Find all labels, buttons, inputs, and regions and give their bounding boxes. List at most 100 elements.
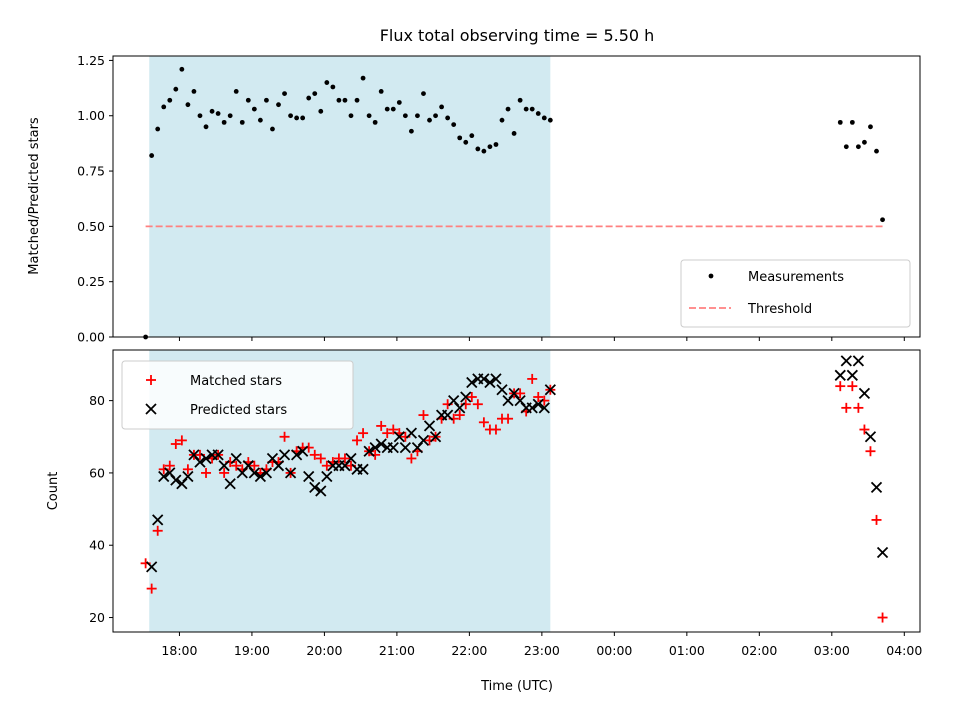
predicted-star-point [846, 369, 858, 381]
predicted-star-point [876, 546, 889, 559]
measurement-point [245, 97, 251, 103]
predicted-star-point [224, 478, 236, 490]
matched-star-point [877, 612, 888, 623]
matched-star-point [472, 399, 483, 410]
matched-star-point [315, 453, 326, 464]
measurement-point [282, 91, 287, 97]
measurement-point [257, 117, 263, 123]
predicted-star-point [532, 398, 544, 410]
measurement-point [541, 115, 547, 121]
matched-star-point [358, 428, 369, 439]
legend-matched-marker [146, 375, 156, 385]
measurement-point [529, 106, 535, 112]
predicted-star-point [345, 452, 357, 465]
matched-star-point [376, 420, 387, 431]
matched-star-point [201, 467, 212, 478]
top-plot-frame [112, 55, 921, 338]
measurement-point [215, 111, 221, 116]
matched-star-point [219, 467, 230, 478]
predicted-star-point [284, 467, 297, 479]
measurement-point [324, 80, 330, 85]
measurement-point [415, 113, 420, 119]
predicted-star-point [146, 561, 158, 573]
matched-star-point [382, 428, 393, 439]
top-y-ticks: 0.00 0.25 0.50 0.75 1.00 1.25 [77, 53, 113, 345]
x-tick-label: 03:00 [814, 643, 850, 658]
predicted-star-point [466, 376, 478, 389]
measurement-point [505, 106, 511, 112]
predicted-star-point [460, 391, 472, 403]
measurement-point [330, 84, 336, 90]
predicted-star-point [315, 485, 327, 497]
measurement-point [372, 119, 378, 125]
predicted-star-point [858, 387, 871, 400]
predicted-star-point [260, 467, 273, 479]
measurement-point [306, 95, 312, 101]
measurement-point [493, 142, 499, 147]
predicted-star-point [375, 438, 387, 450]
predicted-star-point [272, 460, 285, 472]
top-y-tick-label: 1.00 [77, 108, 105, 123]
predicted-star-point [496, 384, 508, 396]
bottom-plot-frame [112, 349, 921, 633]
x-tick-label: 23:00 [524, 643, 560, 658]
matched-star-point [321, 460, 332, 471]
matched-star-point [152, 525, 163, 536]
measurement-point [185, 102, 191, 108]
predicted-star-point [248, 467, 260, 479]
measurement-point [451, 122, 457, 127]
legend-measurements-label: Measurements [748, 270, 844, 285]
matched-star-point [352, 435, 363, 446]
predicted-star-point [194, 456, 206, 468]
measurement-point [312, 91, 318, 97]
bottom-y-tick-label: 60 [89, 465, 105, 480]
matched-star-point [170, 439, 181, 449]
top-y-tick-label: 0.50 [77, 219, 105, 234]
measurement-point [318, 108, 324, 114]
x-tick-label: 19:00 [234, 643, 270, 658]
bottom-y-axis-label: Count [46, 472, 61, 511]
measurement-point [227, 113, 233, 119]
measurement-point [221, 119, 227, 125]
matched-star-point [847, 381, 858, 392]
top-x-ticks [178, 337, 905, 341]
legend-predicted-label: Predicted stars [190, 403, 287, 418]
predicted-star-point [544, 384, 556, 396]
measurement-point [276, 102, 281, 108]
measurement-point [354, 97, 360, 103]
predicted-star-point [158, 470, 170, 483]
top-legend: Measurements Threshold [680, 259, 911, 328]
matched-star-point [309, 449, 320, 460]
predicted-star-point [182, 470, 194, 483]
measurement-point [288, 113, 293, 119]
predicted-star-point [526, 402, 538, 414]
measurement-point [837, 119, 843, 125]
predicted-star-point [399, 441, 411, 454]
matched-star-point [865, 446, 876, 457]
matched-star-point [339, 453, 350, 464]
predicted-star-point [309, 481, 321, 494]
predicted-star-point [230, 452, 242, 465]
predicted-star-point [321, 470, 333, 483]
predicted-star-point [212, 449, 224, 461]
legend-measurements-marker [708, 273, 714, 279]
matched-star-point [249, 460, 260, 471]
matched-star-point [231, 460, 242, 471]
predicted-star-point [834, 369, 846, 381]
predicted-star-point [417, 434, 430, 447]
measurement-point [547, 117, 553, 123]
measurement-point [197, 113, 203, 119]
matched-star-point [182, 464, 193, 475]
measurement-point [167, 97, 173, 103]
measurement-point [209, 108, 215, 114]
measurement-point [149, 153, 155, 158]
matched-star-point [176, 435, 187, 446]
top-y-axis-label: Matched/Predicted stars [27, 117, 42, 275]
predicted-star-point [278, 449, 291, 461]
matched-star-point [164, 460, 175, 471]
top-y-tick-label: 0.75 [77, 164, 105, 179]
measurement-point [427, 117, 432, 123]
measurement-point [402, 113, 408, 119]
bottom-legend: Matched stars Predicted stars [121, 360, 354, 430]
